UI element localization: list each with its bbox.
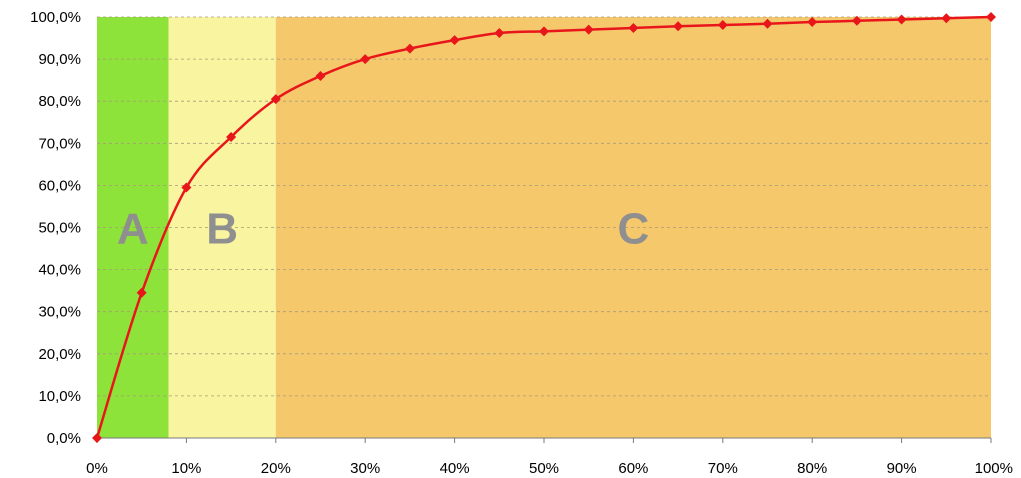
data-point-4 (270, 94, 281, 105)
y-tick-label-8: 80,0% (38, 93, 81, 110)
y-tick-label-3: 30,0% (38, 304, 81, 321)
x-axis-tick-labels: 0% 10% 20% 30% 40% 50% 60% 70% 80% 90% 100% (86, 460, 1013, 477)
y-tick-label-10: 100,0% (30, 9, 81, 26)
data-point-5 (315, 70, 326, 81)
x-tick-label-3: 30% (350, 460, 380, 477)
zone-labels: A B C (117, 205, 649, 254)
y-tick-label-1: 10,0% (38, 388, 81, 405)
data-point-1 (136, 287, 147, 298)
y-tick-label-7: 70,0% (38, 135, 81, 152)
data-point-11 (583, 24, 594, 35)
data-point-20 (986, 12, 996, 22)
data-point-13 (673, 21, 684, 32)
y-tick-label-0: 0,0% (47, 430, 81, 447)
x-tick-label-0: 0% (86, 460, 108, 477)
data-point-9 (494, 27, 505, 38)
data-point-17 (851, 15, 862, 26)
data-point-14 (717, 19, 728, 30)
data-point-2 (181, 182, 192, 193)
x-tick-label-8: 80% (797, 460, 827, 477)
x-axis-ticks (96, 438, 992, 443)
x-tick-label-2: 20% (261, 460, 291, 477)
data-point-6 (360, 54, 371, 65)
data-point-12 (628, 22, 639, 33)
data-point-19 (941, 13, 952, 24)
x-tick-label-5: 50% (529, 460, 559, 477)
y-axis-tick-labels: 0,0% 10,0% 20,0% 30,0% 40,0% 50,0% 60,0% 70,0% 8… (30, 9, 81, 447)
y-tick-label-4: 40,0% (38, 262, 81, 279)
data-point-10 (539, 26, 549, 37)
x-tick-label-6: 60% (618, 460, 648, 477)
y-tick-label-6: 60,0% (38, 177, 81, 194)
series-line-0 (95, 15, 992, 439)
data-point-8 (449, 35, 460, 46)
gridlines (97, 16, 991, 397)
data-point-7 (404, 43, 415, 54)
x-tick-label-10: 100% (975, 460, 1013, 477)
y-tick-label-2: 20,0% (38, 346, 81, 363)
x-tick-label-1: 10% (171, 460, 201, 477)
data-point-0 (92, 433, 102, 443)
x-tick-label-9: 90% (887, 460, 917, 477)
data-point-15 (762, 18, 773, 29)
y-tick-label-9: 90,0% (38, 51, 81, 68)
zone-label-a: A (117, 205, 149, 254)
data-point-3 (226, 131, 237, 142)
zone-band-a (97, 17, 169, 438)
data-point-18 (896, 14, 907, 25)
zone-band-b (168, 17, 276, 438)
data-point-16 (807, 17, 818, 28)
x-tick-label-4: 40% (440, 460, 470, 477)
y-tick-label-5: 50,0% (38, 220, 81, 237)
x-tick-label-7: 70% (708, 460, 738, 477)
zone-label-b: B (206, 205, 238, 254)
zone-label-c: C (618, 205, 650, 254)
series-cumulative (92, 12, 996, 443)
